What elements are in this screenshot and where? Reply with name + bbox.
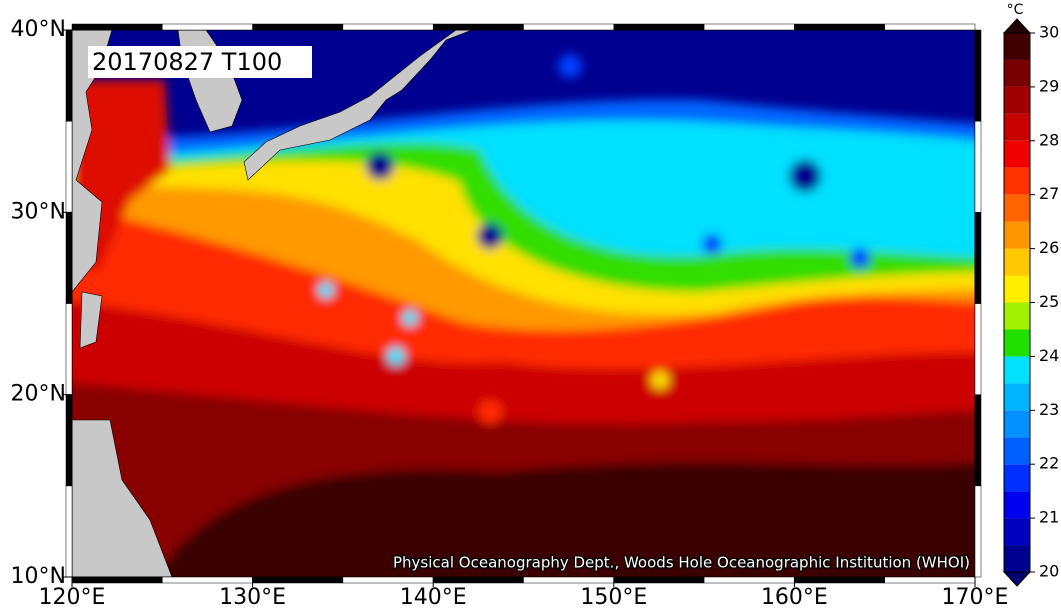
border-segment bbox=[252, 576, 344, 584]
border-segment bbox=[252, 23, 344, 31]
colorbar-bin bbox=[1004, 167, 1030, 195]
colorbar-bin bbox=[1004, 221, 1030, 249]
colorbar-tick-label: 28 bbox=[1039, 130, 1059, 149]
colorbar-unit: °C bbox=[1007, 2, 1024, 18]
border-segment bbox=[794, 576, 885, 584]
colorbar-bin bbox=[1004, 59, 1030, 87]
colorbar-tick-label: 26 bbox=[1039, 238, 1059, 257]
border-segment bbox=[523, 576, 615, 584]
y-tick-label: 30°N bbox=[11, 199, 66, 224]
border-segment bbox=[65, 120, 73, 213]
colorbar-tick-label: 21 bbox=[1039, 508, 1059, 527]
x-tick-label: 160°E bbox=[761, 585, 828, 610]
border-segment bbox=[974, 212, 982, 304]
x-tick-label: 170°E bbox=[942, 585, 1009, 610]
colorbar-bin bbox=[1004, 113, 1030, 141]
colorbar-bin bbox=[1004, 329, 1030, 357]
colorbar-under bbox=[1002, 571, 1032, 587]
border-segment bbox=[71, 23, 163, 31]
border-segment bbox=[432, 23, 524, 31]
border-segment bbox=[974, 120, 982, 213]
border-segment bbox=[884, 576, 976, 584]
colorbar-bin bbox=[1004, 383, 1030, 411]
colorbar-bin bbox=[1004, 545, 1030, 572]
x-tick-label: 150°E bbox=[580, 585, 647, 610]
border-segment bbox=[523, 23, 615, 31]
x-tick-label: 130°E bbox=[219, 585, 286, 610]
border-segment bbox=[65, 485, 73, 578]
colorbar-bin bbox=[1004, 410, 1030, 438]
border-segment bbox=[794, 23, 885, 31]
x-tick-label: 120°E bbox=[39, 585, 106, 610]
border-segment bbox=[65, 394, 73, 487]
border-segment bbox=[974, 303, 982, 395]
colorbar-tick-label: 29 bbox=[1039, 76, 1059, 95]
colorbar-tick-label: 23 bbox=[1039, 400, 1059, 419]
colorbar-tick-label: 20 bbox=[1039, 562, 1059, 581]
y-tick-label: 20°N bbox=[11, 382, 66, 407]
colorbar-tick-label: 27 bbox=[1039, 184, 1059, 203]
border-segment bbox=[65, 212, 73, 304]
colorbar-tick-label: 25 bbox=[1039, 292, 1059, 311]
colorbar-bin bbox=[1004, 140, 1030, 168]
border-segment bbox=[974, 394, 982, 487]
colorbar-bin bbox=[1004, 302, 1030, 330]
border-segment bbox=[71, 576, 163, 584]
border-segment bbox=[974, 29, 982, 122]
colorbar-over bbox=[1002, 18, 1032, 34]
border-segment bbox=[703, 576, 795, 584]
colorbar-bin bbox=[1004, 275, 1030, 303]
border-segment bbox=[703, 23, 795, 31]
border-segment bbox=[974, 485, 982, 578]
colorbar-bin bbox=[1004, 491, 1030, 519]
y-tick-label: 10°N bbox=[11, 564, 66, 589]
generated: 120°E 130°E 140°E 150°E 160°E 170°E 10°N 20°N 30… bbox=[11, 17, 1060, 610]
border-segment bbox=[65, 303, 73, 395]
colorbar-tick-label: 22 bbox=[1039, 454, 1059, 473]
border-segment bbox=[65, 29, 73, 122]
map-title: 20170827 T100 bbox=[92, 48, 282, 76]
colorbar-bin bbox=[1004, 248, 1030, 276]
colorbar-tick-label: 24 bbox=[1039, 346, 1059, 365]
border-segment bbox=[613, 576, 705, 584]
colorbar-bin bbox=[1004, 518, 1030, 546]
border-segment bbox=[162, 23, 253, 31]
colorbar-bin bbox=[1004, 464, 1030, 492]
x-tick-label: 140°E bbox=[400, 585, 467, 610]
credit: Physical Oceanography Dept., Woods Hole … bbox=[393, 554, 970, 572]
title-box bbox=[88, 46, 312, 78]
border-segment bbox=[613, 23, 705, 31]
border-segment bbox=[432, 576, 524, 584]
colorbar-bin bbox=[1004, 356, 1030, 384]
border-segment bbox=[342, 23, 434, 31]
colorbar-bin bbox=[1004, 33, 1030, 60]
sst-field bbox=[72, 30, 975, 577]
border-segment bbox=[884, 23, 976, 31]
colorbar-tick-label: 30 bbox=[1039, 23, 1059, 42]
border-segment bbox=[162, 576, 253, 584]
y-tick-label: 40°N bbox=[11, 17, 66, 42]
border-segment bbox=[342, 576, 434, 584]
colorbar-bin bbox=[1004, 86, 1030, 114]
colorbar-bin bbox=[1004, 437, 1030, 465]
colorbar-bin bbox=[1004, 194, 1030, 222]
